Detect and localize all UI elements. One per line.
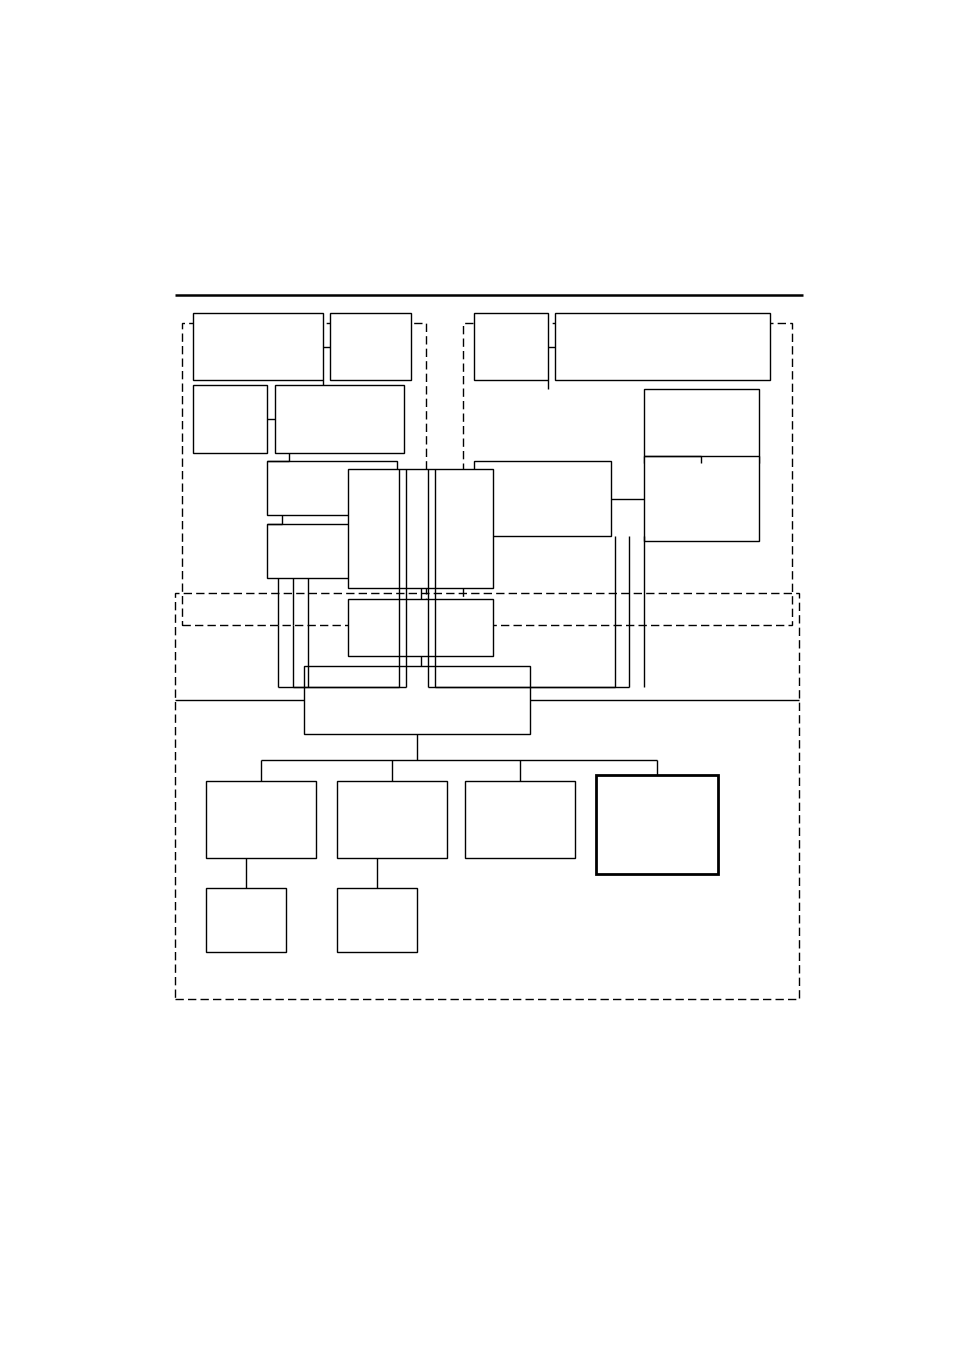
Bar: [206, 887, 286, 952]
Bar: [182, 323, 426, 625]
Bar: [596, 775, 718, 873]
Bar: [348, 598, 492, 656]
Bar: [330, 313, 411, 381]
Bar: [193, 386, 267, 454]
Bar: [267, 524, 396, 578]
Bar: [337, 780, 446, 859]
Bar: [474, 462, 610, 536]
Bar: [193, 313, 322, 381]
Bar: [643, 456, 758, 541]
Bar: [555, 313, 769, 381]
Bar: [643, 389, 758, 463]
Bar: [304, 666, 529, 734]
Bar: [462, 323, 791, 625]
Bar: [337, 887, 416, 952]
Bar: [474, 313, 547, 381]
Bar: [267, 462, 396, 516]
Bar: [274, 386, 403, 454]
Bar: [206, 780, 315, 859]
Bar: [465, 780, 574, 859]
Bar: [174, 594, 799, 999]
Bar: [348, 468, 492, 589]
